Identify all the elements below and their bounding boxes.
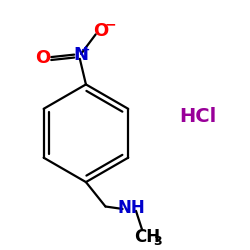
Text: 3: 3 — [154, 235, 162, 248]
Text: O: O — [94, 22, 109, 40]
Text: CH: CH — [134, 228, 160, 246]
Text: NH: NH — [117, 199, 145, 217]
Text: N: N — [73, 46, 88, 64]
Text: +: + — [81, 45, 90, 55]
Text: O: O — [35, 49, 50, 67]
Text: −: − — [104, 18, 116, 32]
Text: HCl: HCl — [180, 107, 217, 126]
